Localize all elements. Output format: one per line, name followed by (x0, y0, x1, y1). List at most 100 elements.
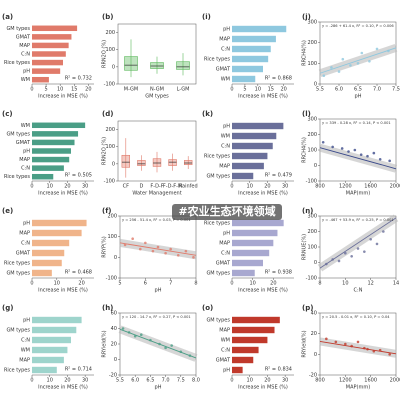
panel-label: (k) (202, 110, 213, 118)
point (322, 74, 326, 78)
category-label: C:N (21, 52, 30, 58)
point (340, 147, 344, 150)
point (375, 242, 379, 246)
category-label: pH (23, 221, 30, 227)
x-tick-label: 10 (247, 378, 253, 384)
point (382, 230, 385, 233)
bar (32, 42, 69, 49)
point (164, 251, 167, 255)
annotation: R² = 0.834 (265, 367, 292, 373)
point (138, 247, 142, 251)
annotation: y = -286 + 61.4 x, R² = 0.10, P = 0.006 (322, 24, 394, 28)
annotation: R² = 0.714 (65, 367, 92, 373)
category-label: MAP (19, 231, 30, 237)
x-tick-label: 5 (44, 87, 47, 93)
x-axis-label: C:N (354, 288, 363, 294)
category-label: C:N (21, 166, 30, 172)
panel-label: (e) (2, 207, 13, 215)
category-label: WM (221, 77, 230, 83)
category-label: GMAT (216, 261, 231, 267)
category-label: Rice types (204, 221, 230, 227)
x-tick-label: Rainfed (179, 184, 198, 190)
category-label: pH (23, 69, 30, 75)
x-tick-label: 6.0 (335, 87, 343, 93)
bar (232, 259, 263, 267)
x-tick-label: 10 (47, 378, 53, 384)
x-tick-label: 10 (54, 281, 60, 287)
bar (232, 366, 243, 374)
x-tick-label: 5 (118, 281, 121, 287)
x-tick-label: 7.5 (177, 378, 185, 384)
category-label: MAP (219, 164, 230, 170)
bar (232, 239, 274, 247)
x-tick-label: 8 (318, 281, 321, 287)
x-tick-label: 10 (255, 87, 261, 93)
x-tick-label: 6.0 (131, 378, 139, 384)
annotation: y = 339 - 0.28 x, R² = 0.14, P < 0.001 (322, 121, 391, 125)
box (137, 160, 146, 166)
point (372, 151, 376, 155)
category-label: Rice types (4, 174, 30, 180)
x-tick-label: 20 (85, 87, 91, 93)
category-label: GM types (6, 271, 30, 277)
trend-line (319, 47, 397, 74)
bar (32, 269, 52, 277)
x-axis-label: pH (355, 94, 362, 100)
category-label: GM types (206, 174, 230, 180)
y-tick-label: 200 (307, 132, 317, 138)
category-label: MAP (219, 241, 230, 247)
point (176, 253, 180, 257)
category-label: MAP (19, 358, 30, 364)
point (156, 245, 160, 249)
x-tick-label: 8 (194, 281, 197, 287)
annotation: R² = 0.479 (265, 173, 292, 179)
point (369, 237, 372, 241)
y-tick-label: -100 (306, 276, 317, 282)
category-label: pH (23, 318, 30, 324)
point (151, 249, 155, 253)
point (356, 340, 360, 344)
y-axis-label: RRN2O (%) (102, 40, 108, 68)
panel-label: (b) (102, 13, 113, 21)
x-tick-label: F-D-F (150, 184, 163, 190)
panel-label: (o) (202, 304, 213, 312)
category-label: GM types (6, 328, 30, 334)
x-tick-label: 0 (230, 87, 233, 93)
bar (32, 131, 79, 137)
x-tick-label: 20 (64, 378, 70, 384)
y-tick-label: -100 (104, 179, 115, 185)
panel-label: (h) (102, 304, 113, 312)
category-label: GMAT (216, 67, 231, 73)
bar (32, 326, 77, 334)
y-tick-label: 100 (105, 144, 115, 150)
point (350, 254, 353, 258)
box (124, 56, 138, 71)
x-tick-label: 0 (30, 87, 33, 93)
category-label: C:N (221, 251, 230, 257)
point (349, 64, 352, 67)
y-tick-label: 100 (307, 61, 317, 67)
x-tick-label: D (139, 184, 143, 190)
point (325, 337, 328, 341)
bar (232, 356, 254, 364)
bar (232, 249, 270, 257)
panel-label: (d) (102, 110, 113, 118)
bar (232, 132, 277, 140)
point (330, 66, 333, 69)
bar (32, 336, 71, 344)
bar (232, 346, 259, 354)
category-label: WM (21, 77, 30, 83)
x-tick-label: 0 (30, 281, 33, 287)
point (388, 353, 391, 356)
box (152, 158, 162, 167)
x-axis-label: Increase in MSE (%) (238, 385, 288, 391)
category-label: WM (221, 134, 230, 140)
category-label: GMAT (216, 358, 231, 364)
y-tick-label: -100 (306, 179, 317, 185)
annotation: R² = 0.468 (65, 270, 92, 276)
category-label: WM (21, 348, 30, 354)
point (375, 47, 379, 51)
watermark: #农业生态环境领域 (178, 204, 275, 218)
x-tick-label: 10 (247, 184, 253, 190)
bar (232, 162, 264, 170)
